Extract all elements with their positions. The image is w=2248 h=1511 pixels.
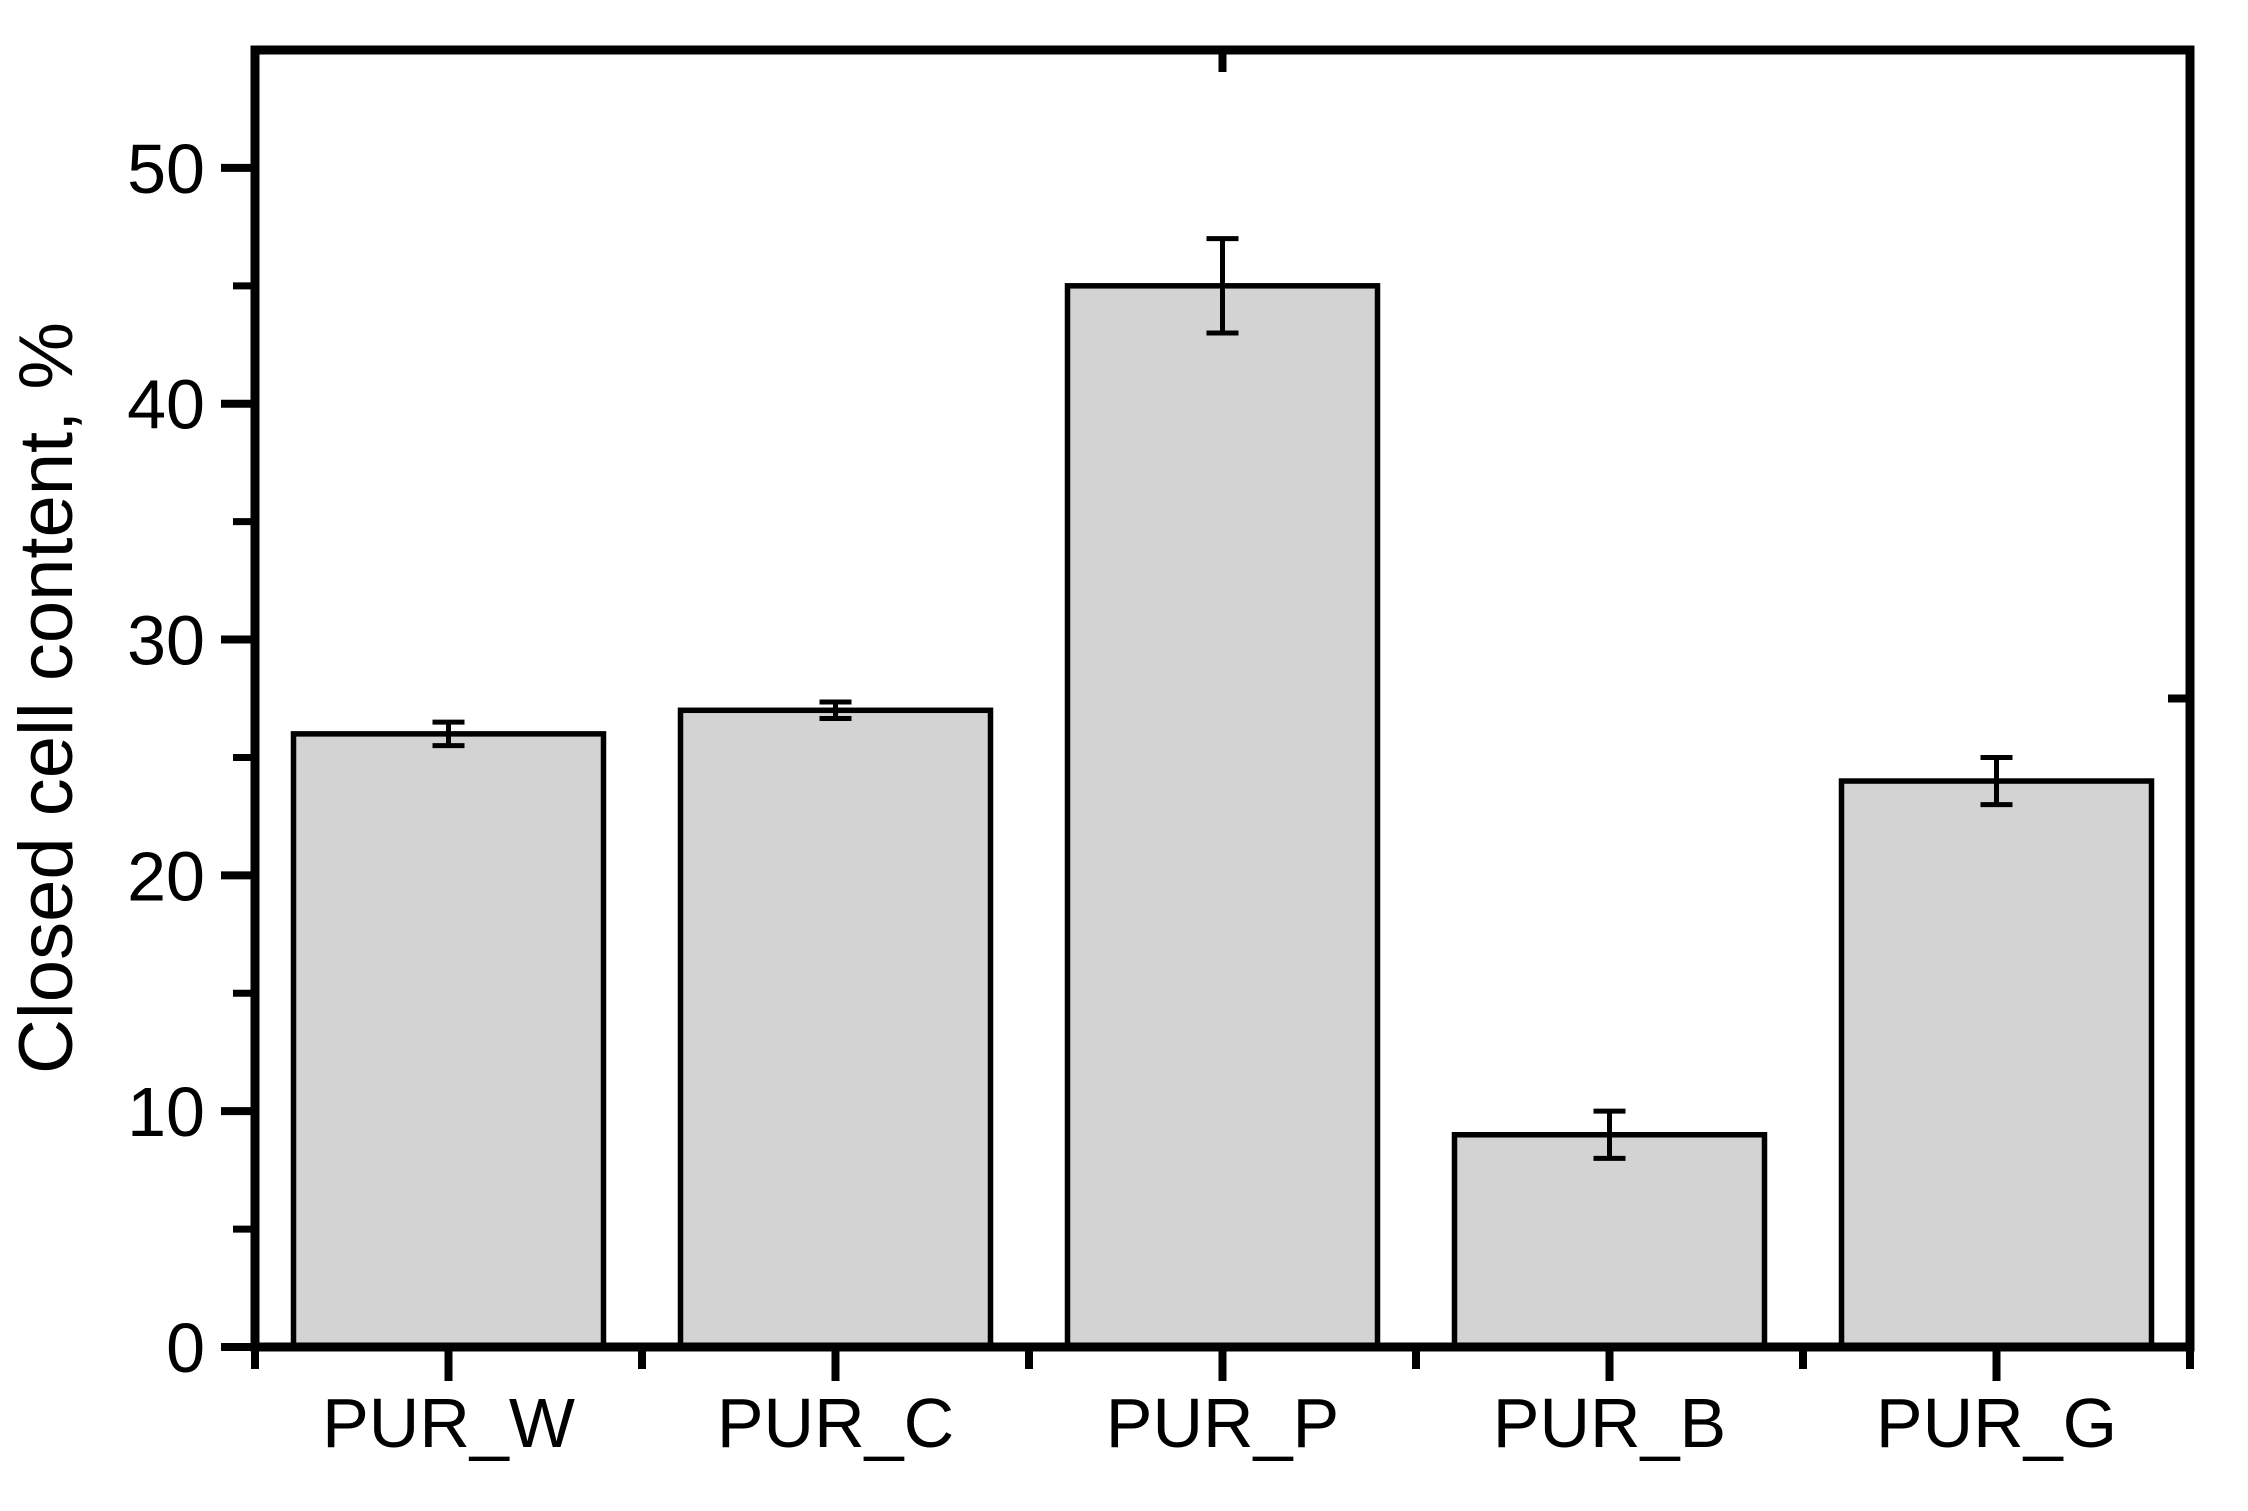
x-category-label: PUR_C <box>717 1384 954 1462</box>
error-bar-PUR_W <box>432 719 465 749</box>
bar-PUR_B <box>1451 1132 1768 1350</box>
y-tick-label: 50 <box>127 130 205 208</box>
x-axis-ticks <box>251 1351 2194 1381</box>
bar-PUR_G <box>1838 778 2155 1350</box>
y-tick-label: 30 <box>127 602 205 680</box>
error-bar-PUR_B <box>1593 1108 1626 1161</box>
error-bars-group <box>432 236 2013 1161</box>
error-bar-PUR_C <box>819 699 852 722</box>
y-axis-ticks <box>221 163 251 1351</box>
x-category-label: PUR_W <box>322 1384 575 1462</box>
x-axis-category-labels: PUR_W PUR_C PUR_P PUR_B PUR_G <box>322 1384 2117 1462</box>
y-axis-tick-labels: 0 10 20 30 40 50 <box>127 130 205 1387</box>
y-tick-label: 10 <box>127 1073 205 1151</box>
error-bar-PUR_G <box>1980 754 2013 808</box>
y-tick-label: 40 <box>127 366 205 444</box>
x-category-label: PUR_G <box>1876 1384 2117 1462</box>
plot-frame <box>250 45 2195 1352</box>
bar-PUR_P <box>1064 283 1381 1350</box>
y-tick-label: 20 <box>127 837 205 915</box>
y-axis-title: Closed cell content, % <box>4 322 89 1074</box>
bars-group <box>290 283 2155 1350</box>
bar-PUR_C <box>677 707 994 1350</box>
x-category-label: PUR_P <box>1106 1384 1339 1462</box>
frame-midpoint-ticks <box>1218 54 2186 703</box>
x-category-label: PUR_B <box>1493 1384 1726 1462</box>
y-tick-label: 0 <box>166 1309 205 1387</box>
error-bar-PUR_P <box>1206 236 1239 336</box>
bar-PUR_W <box>290 731 607 1350</box>
